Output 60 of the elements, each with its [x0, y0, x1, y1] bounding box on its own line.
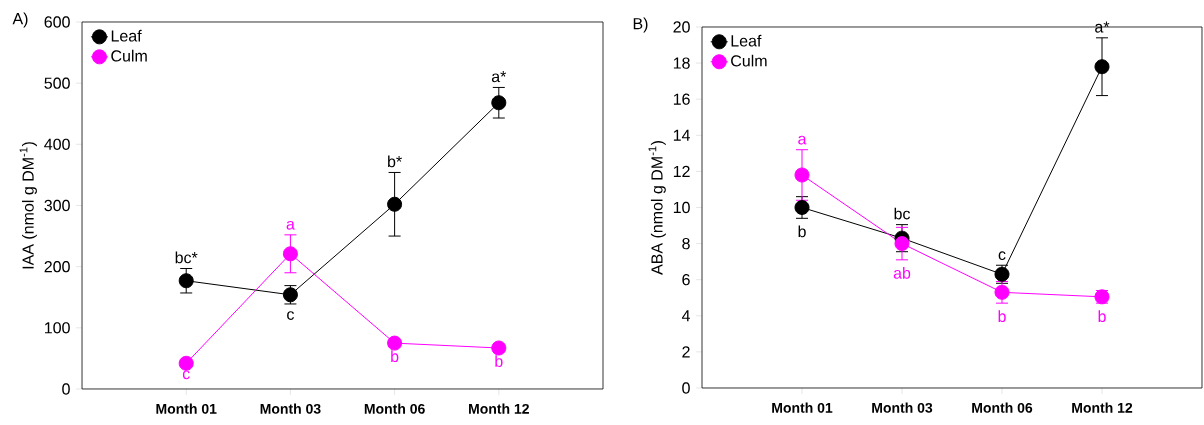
legend-label: Culm [111, 49, 147, 62]
point [491, 340, 507, 356]
y-tick-label: 2 [682, 346, 690, 358]
x-tick-label: Month 01 [156, 403, 217, 414]
y-tick-label: 18 [673, 57, 690, 69]
y-tick-label: 20 [673, 21, 690, 33]
y-tick-label: 14 [673, 129, 690, 141]
y-tick-label: 600 [44, 16, 70, 28]
x-tick-label: Month 01 [772, 402, 833, 413]
point [178, 355, 194, 371]
data-label: b [1098, 310, 1106, 323]
data-label: c [287, 311, 294, 320]
point [491, 95, 507, 111]
x-tick-label: Month 06 [972, 402, 1033, 413]
legend-label: Leaf [731, 34, 762, 47]
y-tick-label: 10 [673, 201, 690, 214]
data-label: b [391, 350, 399, 363]
y-tick-label: 0 [682, 382, 690, 394]
y-tick-label: 200 [44, 261, 70, 273]
point [387, 335, 403, 351]
data-label: a [798, 135, 807, 145]
chart-title: B) [633, 17, 648, 33]
chart-title: A) [12, 12, 28, 28]
data-label: c [182, 370, 190, 380]
legend-label: Leaf [111, 29, 142, 42]
x-tick-label: Month 12 [1072, 402, 1133, 413]
point [387, 196, 403, 212]
y-tick-label: 400 [44, 138, 70, 150]
data-label: a* [1095, 21, 1110, 33]
point [1094, 59, 1110, 75]
point [794, 167, 810, 183]
data-label: b [495, 355, 503, 367]
y-tick-label: 500 [44, 77, 70, 89]
point [178, 273, 194, 289]
y-tick-label: 100 [45, 322, 70, 334]
x-tick-label: Month 06 [364, 403, 425, 414]
y-tick-label: 6 [682, 274, 690, 286]
data-label: c [998, 251, 1006, 261]
data-label: b [798, 225, 806, 238]
x-tick-label: Month 12 [469, 403, 529, 414]
data-label: bc [894, 207, 911, 220]
y-tick-label: 12 [673, 165, 690, 177]
data-label: a [286, 220, 295, 230]
data-label: a* [491, 71, 507, 83]
y-tick-label: 0 [62, 383, 70, 395]
y-tick-label: 8 [682, 237, 690, 250]
data-label: ab [893, 267, 911, 279]
data-label: bc* [175, 251, 198, 264]
data-label: b* [388, 155, 402, 168]
data-label: b [998, 310, 1006, 323]
legend-label: Culm [731, 54, 767, 67]
x-tick-label: Month 03 [872, 402, 933, 413]
y-tick-label: 4 [681, 310, 690, 322]
x-tick-label: Month 03 [260, 403, 321, 414]
point [282, 246, 298, 262]
y-axis-title: ABA (nmol g DM$^{-1}$) [648, 141, 666, 275]
point [994, 284, 1010, 300]
y-tick-label: 16 [673, 93, 690, 105]
y-axis-title: IAA (nmol g DM$^{-1}$) [19, 142, 37, 269]
y-tick-label: 300 [44, 199, 70, 212]
